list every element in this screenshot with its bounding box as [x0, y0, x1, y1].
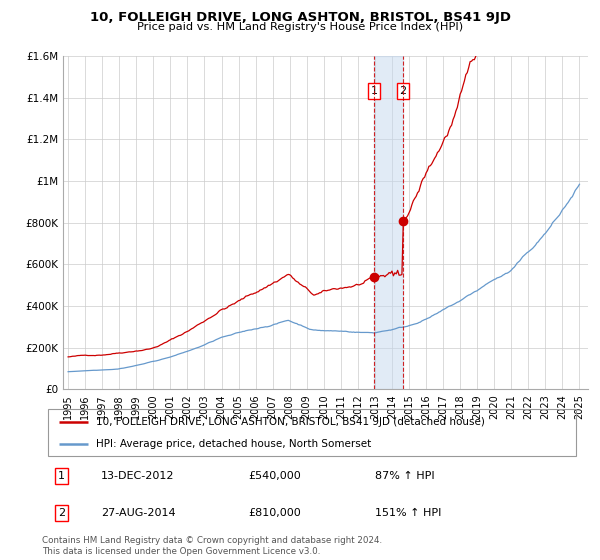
Text: 27-AUG-2014: 27-AUG-2014 [101, 508, 175, 518]
Text: Price paid vs. HM Land Registry's House Price Index (HPI): Price paid vs. HM Land Registry's House … [137, 22, 463, 32]
Text: 1: 1 [371, 86, 377, 96]
Text: 87% ↑ HPI: 87% ↑ HPI [376, 472, 435, 482]
Bar [374, 56, 403, 389]
Text: 2: 2 [58, 508, 65, 518]
Text: 10, FOLLEIGH DRIVE, LONG ASHTON, BRISTOL, BS41 9JD (detached house): 10, FOLLEIGH DRIVE, LONG ASHTON, BRISTOL… [95, 417, 484, 427]
Text: 151% ↑ HPI: 151% ↑ HPI [376, 508, 442, 518]
Text: 13-DEC-2012: 13-DEC-2012 [101, 472, 175, 482]
Text: £810,000: £810,000 [248, 508, 301, 518]
Text: 10, FOLLEIGH DRIVE, LONG ASHTON, BRISTOL, BS41 9JD: 10, FOLLEIGH DRIVE, LONG ASHTON, BRISTOL… [89, 11, 511, 24]
Text: Contains HM Land Registry data © Crown copyright and database right 2024.
This d: Contains HM Land Registry data © Crown c… [42, 536, 382, 556]
Text: 1: 1 [58, 472, 65, 482]
Text: £540,000: £540,000 [248, 472, 301, 482]
Text: 2: 2 [400, 86, 407, 96]
Text: HPI: Average price, detached house, North Somerset: HPI: Average price, detached house, Nort… [95, 438, 371, 449]
